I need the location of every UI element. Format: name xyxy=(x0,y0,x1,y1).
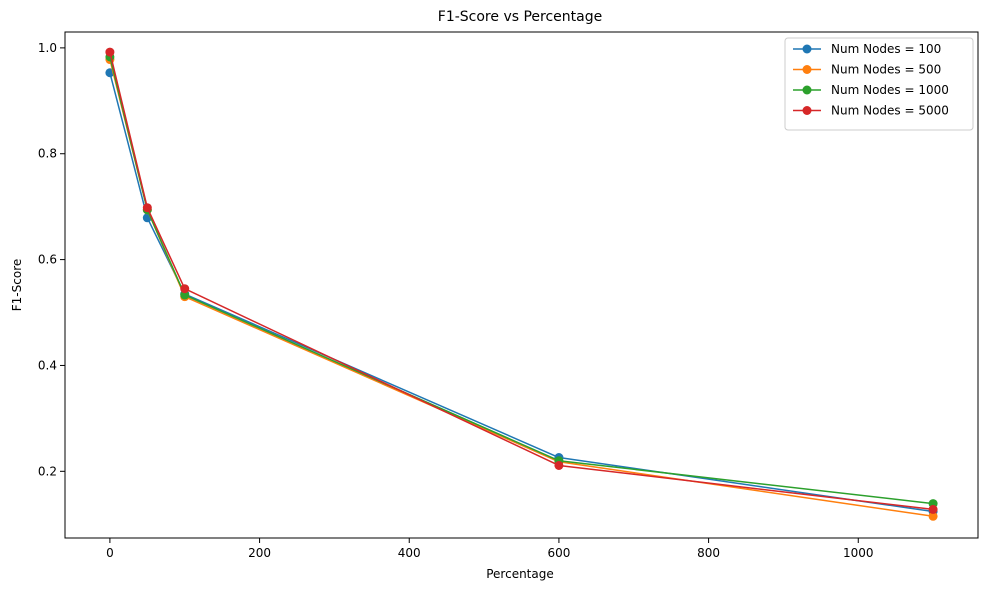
series-1 xyxy=(105,68,938,517)
data-point xyxy=(180,290,190,300)
x-tick-label: 800 xyxy=(697,546,720,560)
x-tick-label: 1000 xyxy=(843,546,874,560)
legend-marker xyxy=(802,65,812,74)
y-axis-title: F1-Score xyxy=(10,259,24,311)
legend-label: Num Nodes = 500 xyxy=(831,63,941,77)
legend-marker xyxy=(802,85,812,95)
y-tick-label: 0.4 xyxy=(38,358,57,372)
data-point xyxy=(105,47,115,57)
legend-box xyxy=(784,37,974,131)
legend-item: Num Nodes = 500 xyxy=(793,63,941,77)
data-point xyxy=(180,284,190,294)
legend-item: Num Nodes = 100 xyxy=(793,42,941,56)
legend-label: Num Nodes = 5000 xyxy=(831,104,949,118)
y-tick-label: 0.2 xyxy=(38,464,57,478)
legend: Num Nodes = 100 Num Nodes = 500 Num Nodes … xyxy=(784,37,974,131)
x-tick-label: 0 xyxy=(106,546,114,560)
legend-item: Num Nodes = 1000 xyxy=(793,83,949,97)
legend-marker xyxy=(802,106,812,115)
data-point xyxy=(554,460,564,470)
data-point xyxy=(142,203,152,213)
x-tick-label: 400 xyxy=(398,546,421,560)
x-tick-label: 200 xyxy=(248,546,271,560)
legend-marker xyxy=(802,44,812,54)
plot-area: 0 200 400 600 800 1000 0.2 0.4 0.6 0.8 1.0 xyxy=(38,31,979,560)
legend-label: Num Nodes = 100 xyxy=(831,42,941,56)
y-tick-label: 1.0 xyxy=(38,41,57,55)
y-tick-label: 0.8 xyxy=(38,147,57,161)
data-point xyxy=(928,511,938,521)
plot-frame xyxy=(64,31,979,539)
x-axis-title: Percentage xyxy=(486,567,554,581)
legend-label: Num Nodes = 1000 xyxy=(831,83,949,97)
y-tick-label: 0.6 xyxy=(38,253,57,267)
data-point xyxy=(928,504,938,514)
legend-item: Num Nodes = 5000 xyxy=(793,104,949,118)
series-4 xyxy=(105,47,938,514)
chart-title: F1-Score vs Percentage xyxy=(438,9,602,25)
x-tick-label: 600 xyxy=(547,546,570,560)
